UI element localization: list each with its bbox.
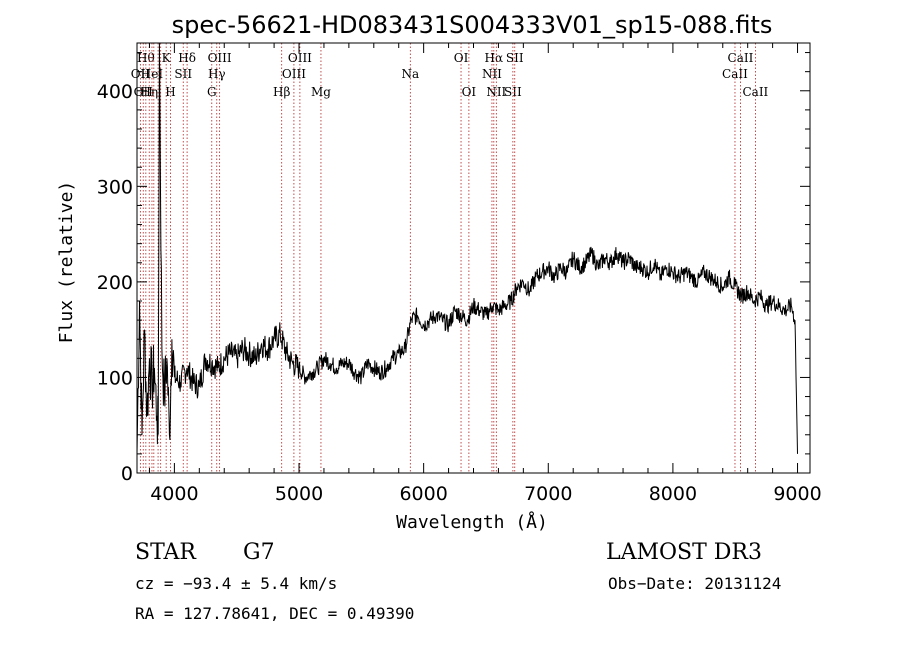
line-label: CaII (722, 67, 748, 81)
x-tick-label: 9000 (773, 483, 821, 505)
plot-frame (136, 42, 811, 474)
survey-name: LAMOST DR3 (606, 540, 762, 565)
coordinates-text: RA = 127.78641, DEC = 0.49390 (135, 604, 415, 623)
line-label: OII (134, 85, 154, 99)
line-label: Mg (311, 85, 331, 99)
y-tick-label: 0 (121, 463, 133, 485)
x-tick-label: 4000 (150, 483, 198, 505)
line-label: SII (504, 85, 522, 99)
emission-line-markers: OII OII Hθ Hη HeI K H SII Hδ G Hγ OIII Hβ OIII OIII Mg N… (131, 43, 769, 473)
object-class: STAR (135, 540, 196, 565)
line-label: OIII (208, 51, 232, 65)
chart-title: spec-56621-HD083431S004333V01_sp15-088.f… (172, 11, 773, 39)
line-label: Hδ (178, 51, 196, 65)
x-tick-label: 8000 (649, 483, 697, 505)
line-label: G (207, 85, 217, 99)
line-label: Hγ (208, 67, 226, 81)
line-label: Hβ (273, 85, 290, 99)
line-label: OIII (282, 67, 306, 81)
redshift-text: cz = −93.4 ± 5.4 km/s (135, 574, 338, 593)
y-tick-label: 400 (97, 81, 133, 103)
flux-series-line (136, 42, 798, 454)
y-tick-label: 100 (97, 367, 133, 389)
x-axis-label: Wavelength (Å) (396, 511, 548, 533)
line-label: OII (131, 67, 151, 81)
line-label: SII (174, 67, 192, 81)
line-label: CaII (728, 51, 754, 65)
line-label: HeI (141, 67, 164, 81)
line-label: NII (482, 67, 502, 81)
line-label: K (162, 51, 172, 65)
object-subclass: G7 (243, 540, 275, 565)
line-label: H (165, 85, 175, 99)
line-label: OI (454, 51, 469, 65)
axis-ticks: 4000 5000 6000 7000 8000 9000 0 100 200 300 400 (97, 43, 822, 505)
line-label: OI (462, 85, 477, 99)
line-label: CaII (742, 85, 768, 99)
obs-date-text: Obs−Date: 20131124 (608, 574, 782, 593)
line-label: OIII (288, 51, 312, 65)
x-tick-label: 6000 (399, 483, 447, 505)
y-axis-label: Flux (relative) (56, 181, 77, 344)
line-label: Na (401, 67, 419, 81)
y-tick-label: 200 (97, 272, 133, 294)
line-label: Hθ (137, 51, 155, 65)
y-tick-label: 300 (97, 176, 133, 198)
line-label: SII (506, 51, 524, 65)
x-tick-label: 5000 (275, 483, 323, 505)
line-label: NII (486, 85, 506, 99)
x-tick-label: 7000 (524, 483, 572, 505)
line-label: Hα (485, 51, 504, 65)
line-label: Hη (140, 85, 158, 99)
